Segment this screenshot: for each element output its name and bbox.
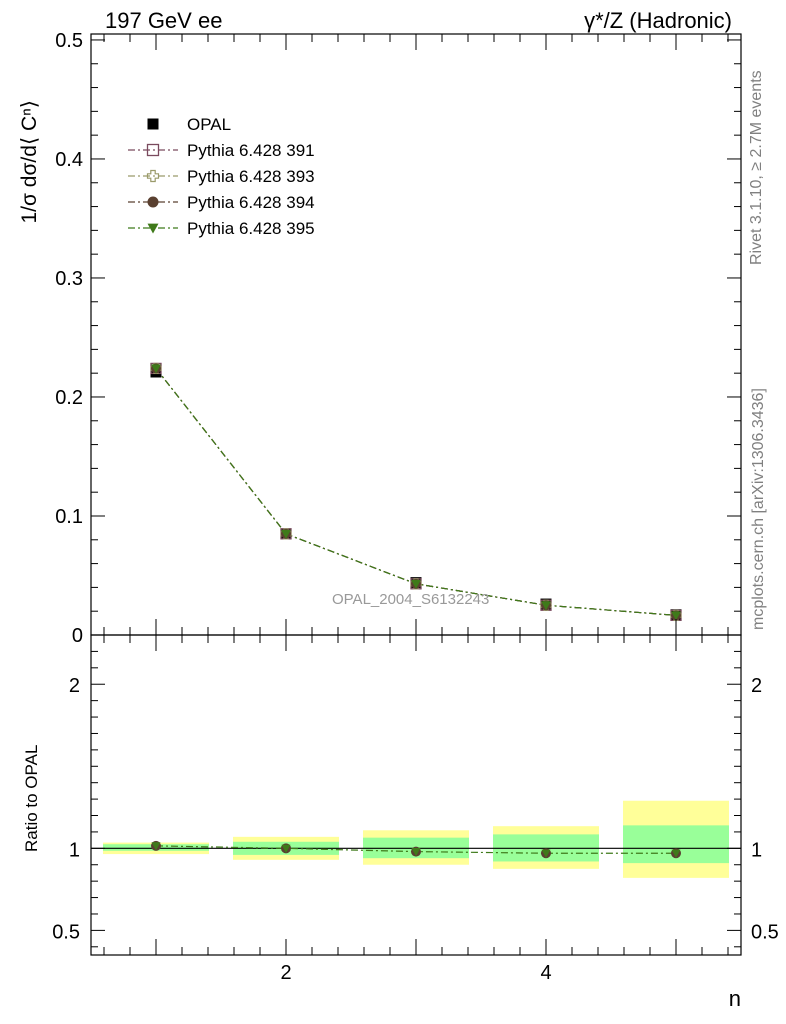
x-tick-label: 2 — [280, 962, 291, 984]
legend: OPAL Pythia 6.428 391 Pythia 6.428 393 Pyth… — [128, 115, 315, 238]
y-tick-label: 0.1 — [55, 506, 83, 528]
main-tick-labels: 0 0.1 0.2 0.3 0.4 0.5 — [55, 30, 83, 647]
data-point — [671, 611, 681, 621]
main-series-markers — [150, 362, 682, 622]
header-right-label: γ*/Z (Hadronic) — [584, 8, 732, 33]
ratio-y-tick-label: 0.5 — [52, 921, 80, 943]
ratio-point — [671, 849, 681, 858]
ratio-point — [411, 848, 421, 857]
x-axis-label: n — [729, 986, 741, 1011]
ratio-y-tick-label: 2 — [69, 675, 80, 697]
ratio-y-tick-label: 1 — [69, 839, 80, 861]
y-tick-label: 0.5 — [55, 30, 83, 52]
main-y-axis-label: 1/σ dσ/d⟨ Cⁿ⟩ — [18, 100, 41, 224]
y-tick-label: 0.4 — [55, 149, 83, 171]
y-tick-label: 0.2 — [55, 387, 83, 409]
legend-marker — [146, 143, 160, 157]
legend-label: Pythia 6.428 393 — [187, 167, 315, 186]
data-point — [281, 529, 291, 539]
legend-label: Pythia 6.428 391 — [187, 141, 315, 160]
ratio-y-tick-label-right: 2 — [751, 675, 762, 697]
ratio-uncertainty-bands — [103, 800, 729, 878]
y-tick-label: 0.3 — [55, 268, 83, 290]
main-axis-ticks — [91, 34, 741, 636]
ratio-y-tick-label-right: 0.5 — [751, 921, 779, 943]
legend-label: Pythia 6.428 394 — [187, 193, 315, 212]
data-point — [541, 601, 551, 611]
legend-marker — [147, 118, 159, 130]
header-left-label: 197 GeV ee — [105, 8, 222, 33]
ratio-point — [151, 842, 161, 851]
mcplots-label: mcplots.cern.ch [arXiv:1306.3436] — [750, 388, 767, 630]
data-point — [151, 364, 161, 374]
analysis-watermark: OPAL_2004_S6132243 — [332, 591, 489, 608]
ratio-y-axis-label: Ratio to OPAL — [22, 745, 41, 852]
ratio-series-markers — [151, 840, 681, 859]
y-tick-label: 0 — [72, 625, 83, 647]
ratio-axis-ticks — [91, 635, 741, 955]
ratio-plot-frame — [90, 634, 742, 956]
legend-marker — [147, 196, 159, 208]
rivet-version-label: Rivet 3.1.10, ≥ 2.7M events — [748, 70, 765, 265]
ratio-point — [541, 849, 551, 858]
data-point — [411, 579, 421, 589]
legend-label: OPAL — [187, 115, 231, 134]
legend-marker — [147, 223, 159, 234]
legend-marker — [146, 169, 160, 183]
ratio-y-tick-label-right: 1 — [751, 839, 762, 861]
legend-label: Pythia 6.428 395 — [187, 219, 315, 238]
ratio-point — [281, 844, 291, 853]
x-tick-label: 4 — [540, 962, 551, 984]
ratio-tick-labels: 0.5 1 2 0.5 1 2 — [52, 675, 779, 943]
